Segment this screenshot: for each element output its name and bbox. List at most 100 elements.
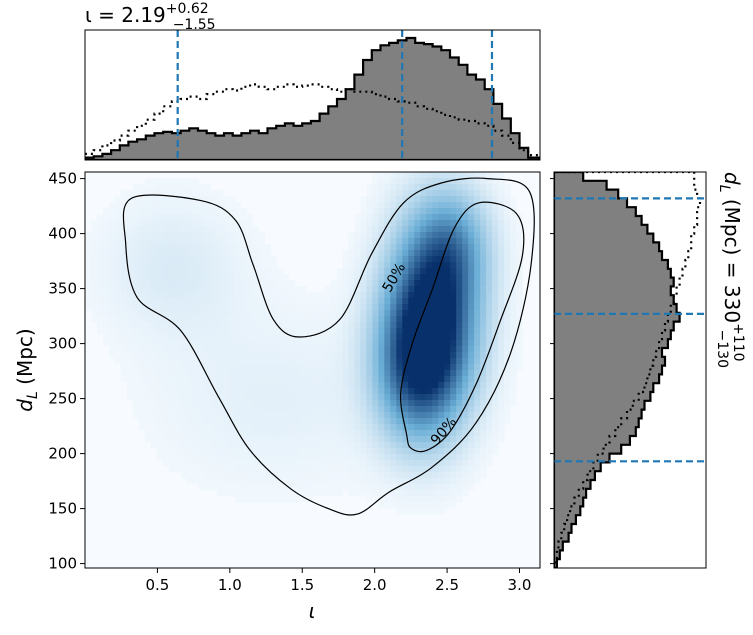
heatmap-cell (222, 244, 230, 251)
heatmap-cell (156, 382, 164, 389)
heatmap-cell (366, 328, 373, 335)
heatmap-cell (240, 424, 248, 431)
heatmap-cell (282, 478, 290, 485)
heatmap-cell (85, 292, 92, 299)
heatmap-cell (306, 394, 314, 401)
heatmap-cell (384, 364, 391, 371)
heatmap-cell (204, 310, 212, 317)
heatmap-cell (288, 496, 296, 503)
heatmap-cell (138, 370, 146, 377)
heatmap-cell (366, 304, 373, 311)
heatmap-cell (324, 328, 332, 335)
heatmap-cell (510, 286, 517, 293)
heatmap-cell (288, 472, 296, 479)
heatmap-cell (516, 286, 523, 293)
heatmap-cell (192, 190, 200, 197)
heatmap-cell (348, 304, 356, 311)
heatmap-cell (354, 280, 361, 287)
heatmap-cell (480, 358, 487, 365)
heatmap-cell (414, 268, 421, 275)
heatmap-cell (246, 472, 254, 479)
heatmap-cell (264, 334, 272, 341)
heatmap-cell (498, 220, 505, 227)
heatmap-cell (408, 226, 415, 233)
heatmap-cell (150, 268, 158, 275)
heatmap-cell (480, 460, 487, 467)
heatmap-cell (432, 328, 439, 335)
heatmap-cell (432, 286, 439, 293)
heatmap-cell (474, 286, 481, 293)
heatmap-cell (474, 334, 481, 341)
heatmap-cell (85, 238, 92, 245)
heatmap-cell (258, 232, 266, 239)
heatmap-cell (420, 286, 427, 293)
heatmap-cell (228, 310, 236, 317)
heatmap-cell (126, 250, 134, 257)
heatmap-cell (492, 256, 499, 263)
heatmap-cell (402, 508, 409, 515)
heatmap-cell (228, 460, 236, 467)
heatmap-cell (432, 352, 439, 359)
heatmap-cell (330, 394, 338, 401)
heatmap-cell (318, 412, 326, 419)
heatmap-cell (222, 316, 230, 323)
heatmap-cell (450, 364, 457, 371)
heatmap-cell (246, 316, 254, 323)
heatmap-cell (396, 304, 403, 311)
heatmap-cell (198, 232, 206, 239)
heatmap-cell (468, 172, 475, 179)
heatmap-cell (222, 238, 230, 245)
heatmap-cell (360, 310, 367, 317)
heatmap-cell (174, 400, 182, 407)
heatmap-cell (252, 406, 260, 413)
heatmap-cell (330, 472, 338, 479)
heatmap-cell (264, 328, 272, 335)
heatmap-cell (486, 208, 493, 215)
heatmap-cell (450, 382, 457, 389)
heatmap-cell (270, 364, 278, 371)
heatmap-cell (354, 358, 361, 365)
heatmap-cell (162, 274, 170, 281)
heatmap-cell (114, 274, 122, 281)
heatmap-cell (312, 484, 320, 491)
heatmap-cell (264, 394, 272, 401)
heatmap-cell (210, 262, 218, 269)
heatmap-cell (180, 340, 188, 347)
heatmap-cell (300, 394, 308, 401)
heatmap-cell (216, 358, 224, 365)
heatmap-cell (396, 472, 403, 479)
heatmap-cell (456, 232, 463, 239)
heatmap-cell (408, 484, 415, 491)
heatmap-cell (438, 280, 445, 287)
heatmap-cell (336, 382, 344, 389)
heatmap-cell (360, 454, 367, 461)
heatmap-cell (222, 298, 230, 305)
heatmap-cell (462, 232, 469, 239)
heatmap-cell (144, 280, 152, 287)
heatmap-cell (216, 334, 224, 341)
heatmap-cell (342, 352, 350, 359)
heatmap-cell (144, 286, 152, 293)
heatmap-cell (360, 448, 367, 455)
heatmap-cell (456, 328, 463, 335)
heatmap-cell (102, 316, 110, 323)
heatmap-cell (468, 316, 475, 323)
heatmap-cell (258, 244, 266, 251)
heatmap-cell (420, 208, 427, 215)
heatmap-cell (144, 364, 152, 371)
heatmap-cell (462, 352, 469, 359)
heatmap-cell (486, 322, 493, 329)
heatmap-cell (174, 460, 182, 467)
heatmap-cell (456, 268, 463, 275)
heatmap-cell (504, 256, 511, 263)
heatmap-cell (462, 412, 469, 419)
heatmap-cell (384, 220, 391, 227)
heatmap-cell (384, 322, 391, 329)
heatmap-cell (426, 304, 433, 311)
heatmap-cell (192, 238, 200, 245)
heatmap-cell (312, 424, 320, 431)
heatmap-cell (510, 334, 517, 341)
heatmap-cell (336, 394, 344, 401)
heatmap-cell (402, 472, 409, 479)
heatmap-cell (252, 340, 260, 347)
